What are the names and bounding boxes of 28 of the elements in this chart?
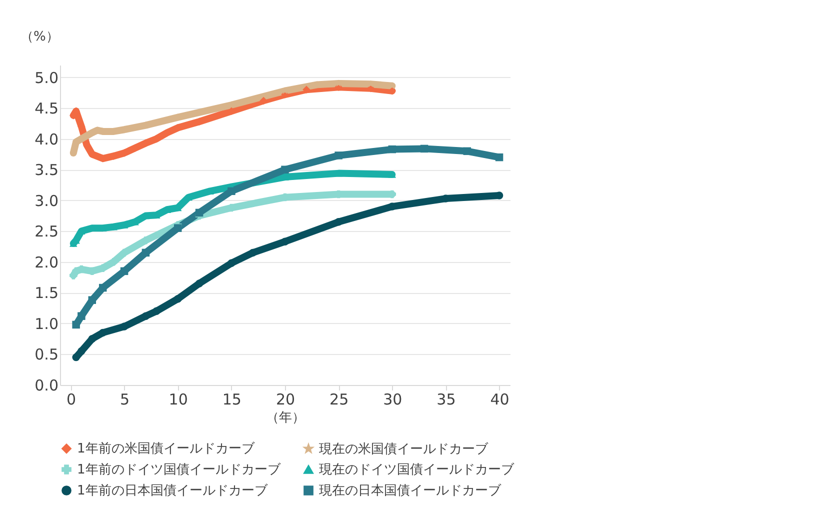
legend-label: 現在のドイツ国債イールドカーブ — [319, 462, 515, 478]
x-tick-label: 35 — [436, 390, 456, 408]
x-tick-label: 30 — [383, 390, 402, 408]
y-tick-label: 2.0 — [34, 253, 58, 272]
legend-label: 現在の米国債イールドカーブ — [319, 442, 489, 457]
y-tick-label: 5.0 — [34, 68, 58, 87]
x-tick-label: 20 — [276, 390, 296, 408]
y-tick-label: 2.5 — [34, 222, 58, 241]
y-tick-label: 3.0 — [34, 192, 58, 210]
y-tick-label: 1.5 — [34, 284, 58, 302]
x-tick-label: 10 — [168, 390, 188, 408]
legend-label: 1年前のドイツ国債イールドカーブ — [77, 462, 282, 478]
x-tick-label: 15 — [222, 390, 242, 408]
x-tick-label: 25 — [330, 390, 349, 408]
y-tick-label: 0.0 — [34, 376, 58, 394]
y-tick-label: 0.5 — [34, 346, 58, 364]
x-tick-label: 5 — [120, 390, 130, 408]
y-tick-label: 4.0 — [34, 130, 58, 148]
y-axis-title: （%） — [20, 30, 59, 44]
legend-label: 1年前の日本国債イールドカーブ — [77, 484, 268, 498]
y-tick-label: 3.5 — [34, 161, 58, 180]
y-tick-label: 1.0 — [34, 314, 58, 333]
x-tick-label: 0 — [66, 390, 76, 408]
y-tick-label: 4.5 — [34, 100, 58, 118]
legend-label: 現在の日本国債イールドカーブ — [319, 484, 502, 498]
x-tick-label: 40 — [490, 390, 510, 408]
legend-label: 1年前の米国債イールドカーブ — [77, 442, 256, 457]
x-axis-title: （年） — [266, 410, 305, 426]
